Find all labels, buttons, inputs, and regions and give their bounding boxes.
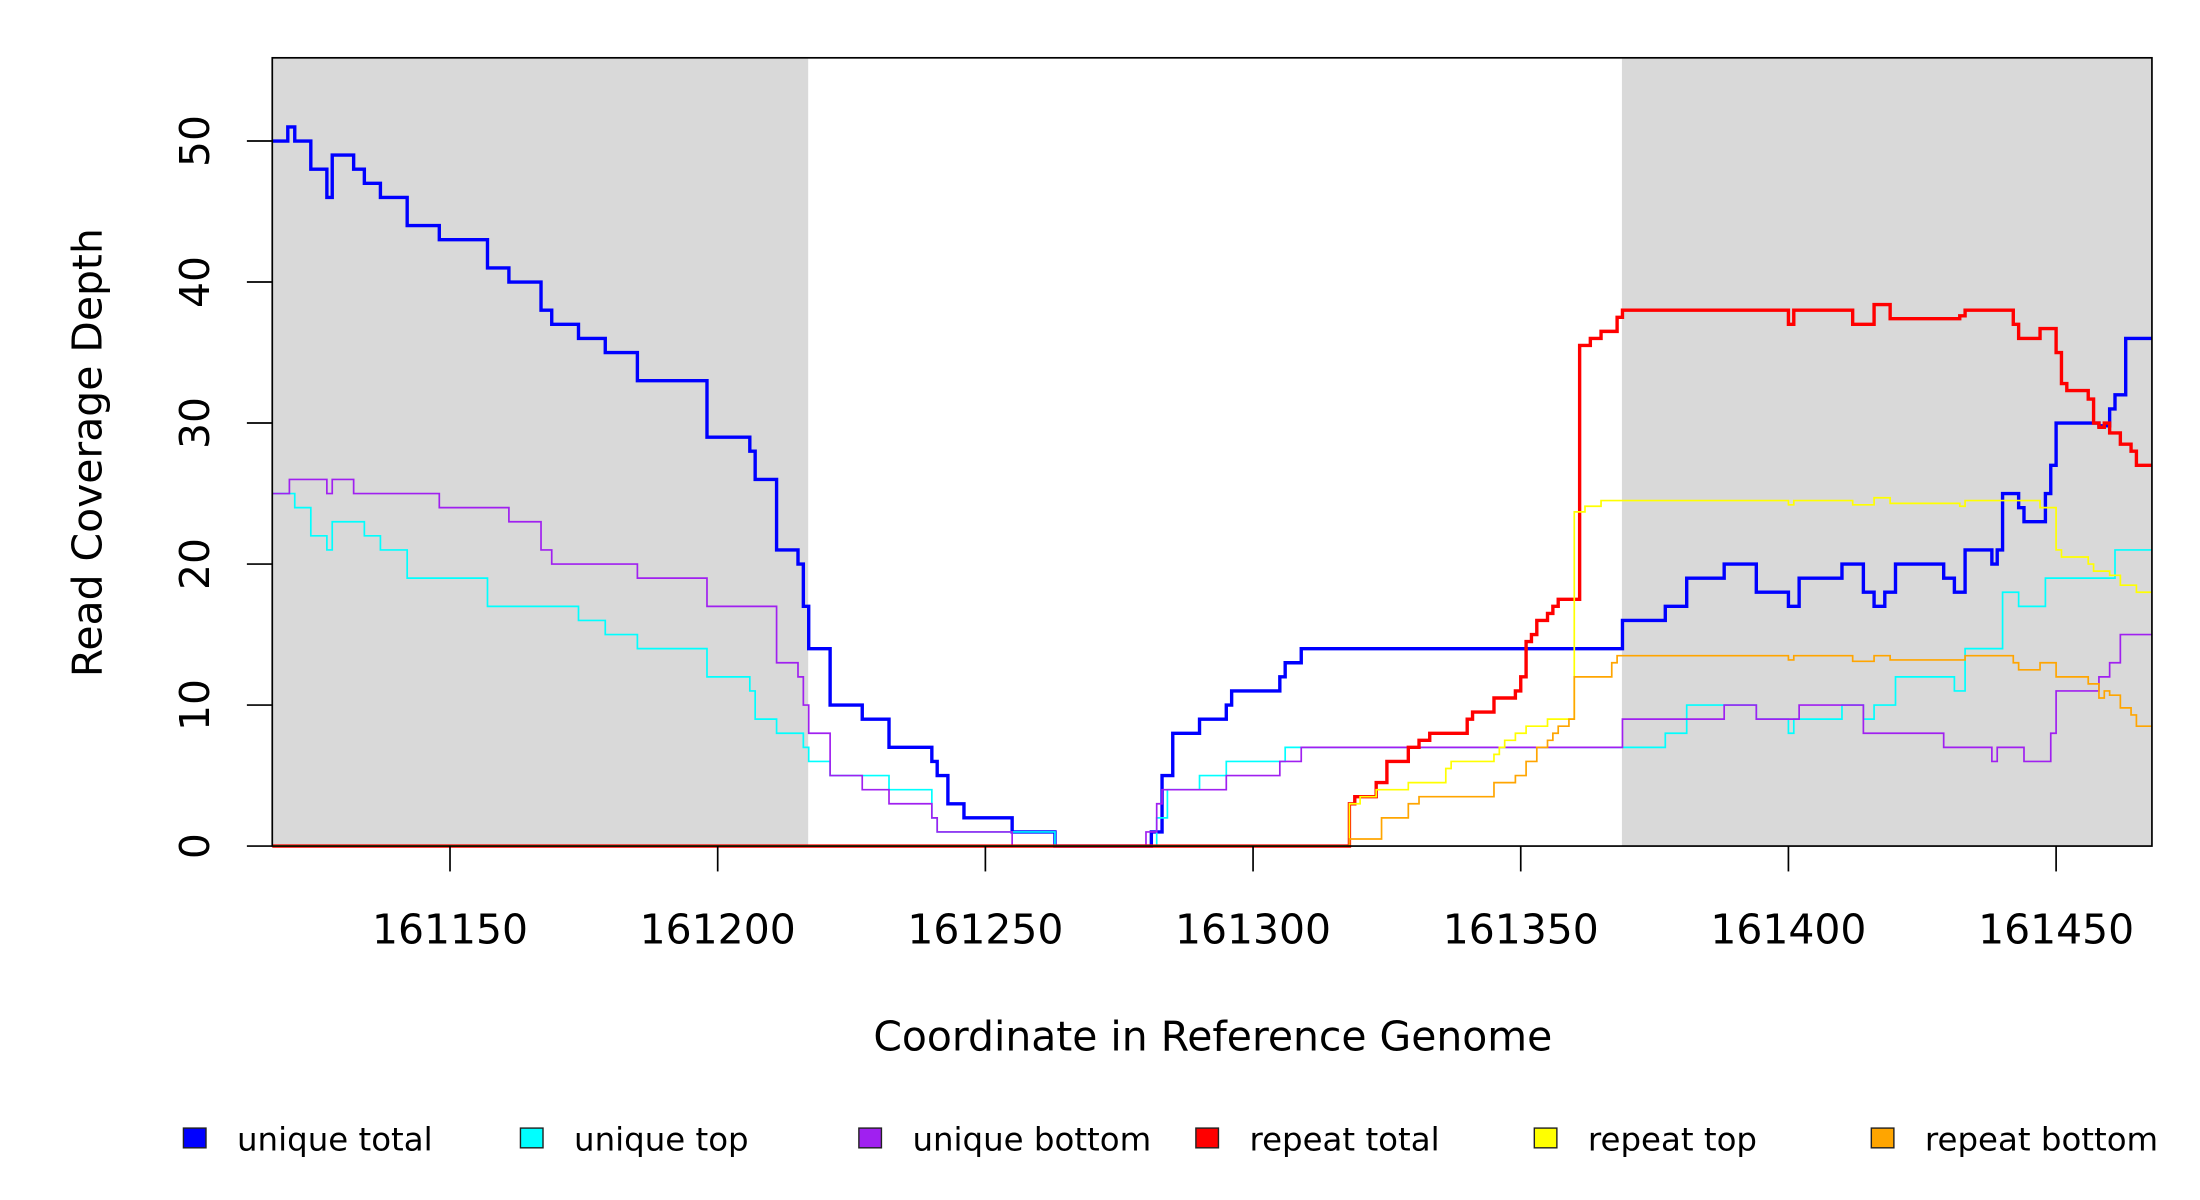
x-axis-title: Coordinate in Reference Genome [873,1013,1552,1061]
shaded-region [272,57,809,847]
x-tick-label: 161300 [1175,905,1331,953]
y-axis: 0 10 20 30 40 50 [171,115,273,859]
legend-item: repeat bottom [1870,1121,2158,1159]
y-axis-title: Read Coverage Depth [64,228,112,677]
y-tick-label: 10 [171,679,219,731]
shaded-regions [272,57,2152,847]
legend-item: repeat total [1195,1121,1440,1159]
y-tick-label: 30 [171,397,219,449]
legend-item: unique top [519,1121,749,1159]
legend-item: unique total [182,1121,433,1159]
legend-label: unique top [574,1121,749,1159]
series-line-repeat-top [272,496,2152,847]
x-tick-label: 161250 [907,905,1063,953]
legend-swatch [858,1127,883,1149]
series-line-repeat-total [272,302,2152,848]
series-line-repeat-bottom [272,654,2152,847]
x-tick-label: 161350 [1443,905,1599,953]
y-tick-label: 40 [171,256,219,308]
series-line-unique-top [272,492,2152,847]
series-lines [272,125,2152,848]
x-tick-label: 161150 [372,905,528,953]
legend-label: unique total [237,1121,433,1159]
legend-label: repeat top [1588,1121,1757,1159]
x-tick-label: 161200 [640,905,796,953]
x-tick-label: 161400 [1710,905,1866,953]
legend-item: repeat top [1533,1121,1757,1159]
x-tick-label: 161450 [1978,905,2134,953]
legend-swatch [1533,1127,1558,1149]
legend-item: unique bottom [858,1121,1151,1159]
plot-frame [271,56,2153,847]
x-axis: 161150 161200 161250 161300 161350 161400 1614… [372,846,2134,953]
legend-label: repeat total [1249,1121,1439,1159]
legend-swatch [182,1127,207,1149]
legend-label: repeat bottom [1925,1121,2158,1159]
legend-swatch [1195,1127,1220,1149]
legend-swatch [519,1127,544,1149]
legend-swatch [1870,1127,1895,1149]
y-tick-label: 50 [171,115,219,167]
legend: unique total unique top unique bottom repea… [182,1121,2158,1159]
y-tick-label: 0 [171,833,219,859]
legend-label: unique bottom [912,1121,1151,1159]
shaded-region [1621,57,2152,847]
y-tick-label: 20 [171,538,219,590]
